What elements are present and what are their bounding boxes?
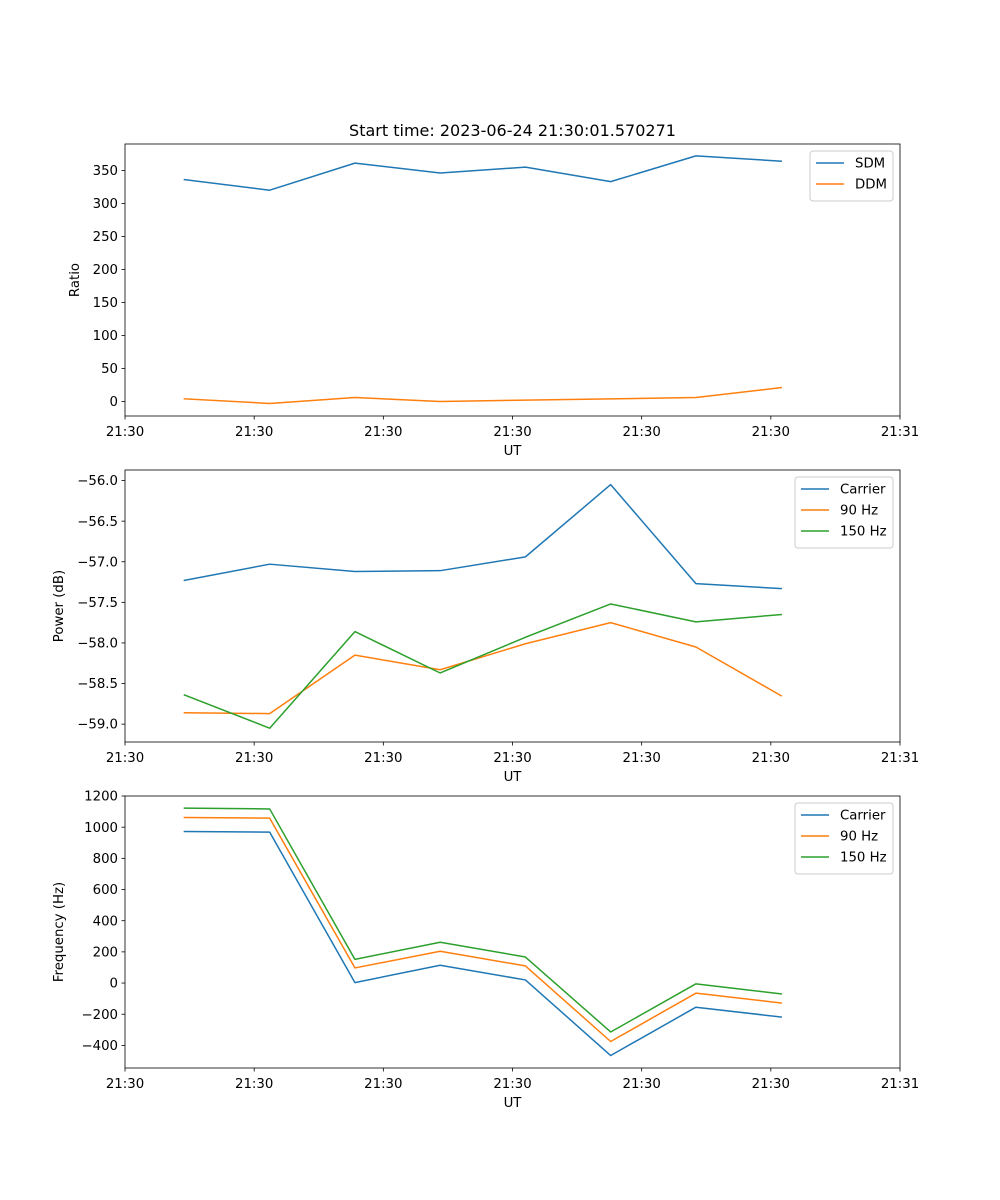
chart-ratio: 21:30 21:30 21:30 21:30 21:30 21:30 21:31 0 50 10… xyxy=(68,143,919,459)
frequency-y-axis-label: Frequency (Hz) xyxy=(52,882,67,982)
frequency-axes-frame xyxy=(124,795,901,1069)
frequency-legend: Carrier 90 Hz 150 Hz xyxy=(794,802,894,875)
power-x-axis: 21:30 21:30 21:30 21:30 21:30 21:30 21:31 xyxy=(106,742,919,766)
power-y-tick-label: −57.0 xyxy=(77,555,118,570)
frequency-x-tick-label: 21:30 xyxy=(752,1077,790,1092)
ratio-axes-frame xyxy=(124,143,901,417)
power-y-tick-label: −58.5 xyxy=(77,677,118,692)
ratio-series-sdm-line xyxy=(183,155,782,191)
frequency-legend-label-90-hz: 90 Hz xyxy=(840,830,878,845)
ratio-x-tick-label: 21:30 xyxy=(752,425,790,440)
frequency-x-tick-label: 21:30 xyxy=(235,1077,273,1092)
power-x-axis-label: UT xyxy=(504,770,523,785)
frequency-y-tick-label: −400 xyxy=(81,1039,118,1054)
power-series-90-hz-line xyxy=(183,621,783,715)
power-y-axis: −59.0 −58.5 −58.0 −57.5 −57.0 −56.5 −56.0 xyxy=(77,474,125,733)
frequency-y-tick-label: −200 xyxy=(81,1008,118,1023)
ratio-x-tick-label: 21:30 xyxy=(493,425,531,440)
frequency-x-tick-label: 21:30 xyxy=(623,1077,661,1092)
power-x-tick-label: 21:30 xyxy=(235,751,273,766)
power-x-tick-label: 21:30 xyxy=(493,751,531,766)
power-y-tick-label: −57.5 xyxy=(77,596,118,611)
power-y-tick-label: −56.5 xyxy=(77,515,118,530)
ratio-y-tick-label: 100 xyxy=(93,329,118,344)
ratio-legend: SDM DDM xyxy=(809,150,894,202)
ratio-y-tick-label: 300 xyxy=(93,197,118,212)
chart-power: 21:30 21:30 21:30 21:30 21:30 21:30 21:31 −59.0… xyxy=(52,469,919,785)
ratio-x-axis: 21:30 21:30 21:30 21:30 21:30 21:30 21:31 xyxy=(106,416,919,440)
ratio-x-tick-label: 21:31 xyxy=(881,425,919,440)
frequency-series-carrier-line xyxy=(183,830,783,1057)
chart-frequency: 21:30 21:30 21:30 21:30 21:30 21:30 21:31−400−… xyxy=(52,790,919,1111)
frequency-x-tick-label: 21:30 xyxy=(106,1077,144,1092)
frequency-y-tick-label: 800 xyxy=(93,852,118,867)
ratio-x-tick-label: 21:30 xyxy=(106,425,144,440)
frequency-x-axis: 21:30 21:30 21:30 21:30 21:30 21:30 21:31 xyxy=(106,1068,919,1092)
frequency-x-tick-label: 21:31 xyxy=(881,1077,919,1092)
ratio-legend-label-ddm: DDM xyxy=(855,178,887,193)
frequency-y-tick-label: 1200 xyxy=(84,790,118,805)
frequency-x-axis-label: UT xyxy=(504,1096,523,1111)
frequency-series xyxy=(183,807,783,1057)
frequency-y-tick-label: 600 xyxy=(93,883,118,898)
frequency-legend-label-150-hz: 150 Hz xyxy=(840,851,887,866)
power-y-tick-label: −59.0 xyxy=(77,718,118,733)
ratio-x-tick-label: 21:30 xyxy=(235,425,273,440)
power-series xyxy=(183,483,783,729)
ratio-y-tick-label: 0 xyxy=(110,395,118,410)
frequency-x-tick-label: 21:30 xyxy=(493,1077,531,1092)
ratio-y-axis-label: Ratio xyxy=(68,263,83,297)
ratio-series xyxy=(183,155,783,405)
frequency-y-tick-label: 1000 xyxy=(84,821,118,836)
power-series-150-hz-line xyxy=(183,603,782,729)
power-axes-frame xyxy=(124,469,901,743)
ratio-x-tick-label: 21:30 xyxy=(364,425,402,440)
power-x-tick-label: 21:30 xyxy=(364,751,402,766)
ratio-y-tick-label: 250 xyxy=(93,230,118,245)
power-legend-label-carrier: Carrier xyxy=(840,483,886,498)
frequency-y-tick-label: 400 xyxy=(93,914,118,929)
power-x-tick-label: 21:30 xyxy=(106,751,144,766)
power-x-tick-label: 21:31 xyxy=(881,751,919,766)
frequency-y-tick-label: 0 xyxy=(110,977,118,992)
ratio-legend-label-sdm: SDM xyxy=(855,157,885,172)
power-legend-label-150-hz: 150 Hz xyxy=(840,525,887,540)
power-y-tick-label: −58.0 xyxy=(77,637,118,652)
ratio-x-tick-label: 21:30 xyxy=(623,425,661,440)
frequency-x-tick-label: 21:30 xyxy=(364,1077,402,1092)
frequency-y-tick-label: 200 xyxy=(93,945,118,960)
ratio-series-ddm-line xyxy=(183,386,783,405)
power-y-axis-label: Power (dB) xyxy=(52,570,67,642)
ratio-y-tick-label: 50 xyxy=(101,362,118,377)
ratio-y-axis: 0 50 100 150 200 250 300 350 xyxy=(93,164,125,410)
power-legend-label-90-hz: 90 Hz xyxy=(840,504,878,519)
frequency-y-axis: −400 −200 0 200 400 600 800 1000 1200 xyxy=(81,790,125,1054)
ratio-y-tick-label: 200 xyxy=(93,263,118,278)
frequency-series-150-hz-line xyxy=(183,807,783,1033)
ratio-y-tick-label: 350 xyxy=(93,164,118,179)
ratio-x-axis-label: UT xyxy=(504,444,523,459)
power-series-carrier-line xyxy=(183,483,782,590)
power-x-tick-label: 21:30 xyxy=(623,751,661,766)
ratio-y-tick-label: 150 xyxy=(93,296,118,311)
power-x-tick-label: 21:30 xyxy=(752,751,790,766)
frequency-legend-label-carrier: Carrier xyxy=(840,809,886,824)
power-y-tick-label: −56.0 xyxy=(77,474,118,489)
frequency-series-90-hz-line xyxy=(183,816,783,1043)
figure-title: Start time: 2023-06-24 21:30:01.570271 xyxy=(349,121,676,140)
power-legend: Carrier 90 Hz 150 Hz xyxy=(794,476,894,549)
